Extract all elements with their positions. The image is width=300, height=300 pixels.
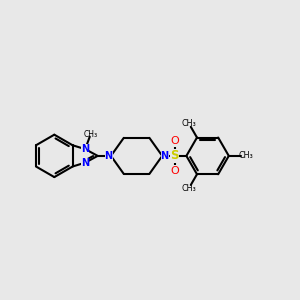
- Text: CH₃: CH₃: [83, 130, 98, 139]
- Text: N: N: [160, 151, 169, 161]
- Text: N: N: [81, 143, 89, 154]
- Text: CH₃: CH₃: [181, 184, 196, 193]
- Text: S: S: [170, 149, 179, 162]
- Text: N: N: [81, 158, 89, 168]
- Text: CH₃: CH₃: [238, 152, 253, 160]
- Text: N: N: [104, 151, 112, 161]
- Text: CH₃: CH₃: [181, 119, 196, 128]
- Text: O: O: [170, 166, 179, 176]
- Text: O: O: [170, 136, 179, 146]
